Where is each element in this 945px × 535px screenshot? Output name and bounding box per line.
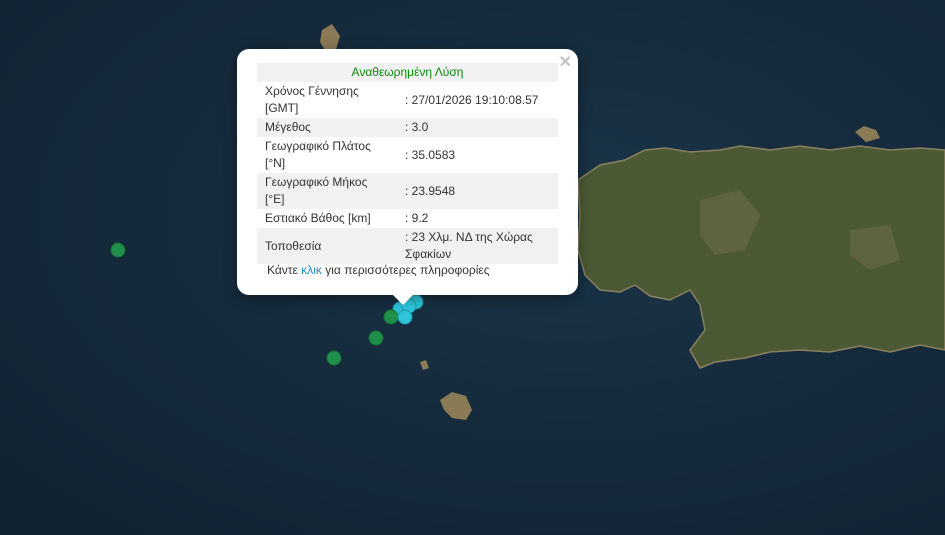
earthquake-popup: ✕ Αναθεωρημένη Λύση Χρόνος Γέννησης [GMT… — [237, 49, 578, 295]
more-prefix: Κάντε — [267, 263, 298, 277]
gavdos-island — [440, 392, 472, 420]
latitude-label: Γεωγραφικό Πλάτος [°N] — [265, 139, 371, 170]
origin-time-label: Χρόνος Γέννησης [GMT] — [265, 84, 359, 115]
magnitude-value: : 3.0 — [397, 118, 558, 137]
origin-time-value: : 27/01/2026 19:10:08.57 — [405, 92, 539, 107]
quake-marker-recent[interactable] — [397, 309, 413, 325]
longitude-label: Γεωγραφικό Μήκος [°E] — [257, 173, 397, 209]
islet — [420, 360, 429, 370]
magnitude-label: Μέγεθος — [257, 118, 397, 137]
latitude-value: : 35.0583 — [405, 147, 456, 162]
more-info-link[interactable]: κλικ — [301, 263, 322, 277]
longitude-value: : 23.9548 — [397, 173, 558, 209]
more-info-text: Κάντε κλικ για περισσότερες πληροφορίες — [267, 263, 490, 277]
earthquake-details-table: Αναθεωρημένη Λύση Χρόνος Γέννησης [GMT]:… — [257, 63, 558, 264]
popup-tip — [392, 294, 414, 305]
location-label: Τοποθεσία — [257, 228, 397, 264]
crete-island — [577, 145, 945, 369]
quake-marker[interactable] — [326, 350, 342, 366]
depth-value: : 9.2 — [405, 211, 429, 225]
more-suffix: για περισσότερες πληροφορίες — [325, 263, 490, 277]
crete-mountains — [700, 190, 900, 270]
close-icon[interactable]: ✕ — [558, 54, 572, 71]
popup-title: Αναθεωρημένη Λύση — [257, 63, 558, 82]
island-east — [855, 126, 880, 142]
quake-marker[interactable] — [383, 309, 399, 325]
quake-marker[interactable] — [368, 330, 384, 346]
quake-marker[interactable] — [110, 242, 126, 258]
island-north — [320, 24, 340, 52]
depth-label: Εστιακό Βάθος [km] — [265, 211, 371, 225]
location-value: : 23 Χλμ. ΝΔ της Χώρας Σφακίων — [397, 228, 558, 264]
